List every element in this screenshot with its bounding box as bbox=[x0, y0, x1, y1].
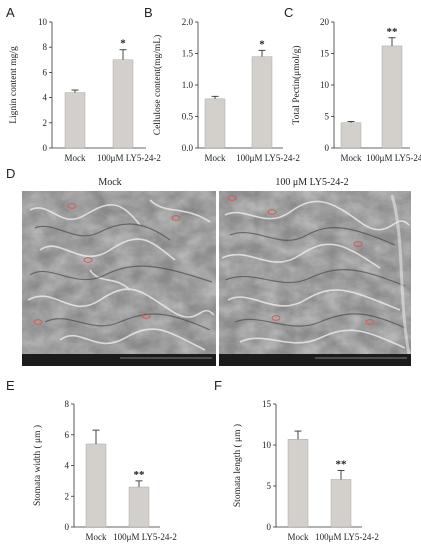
category-label: 100μM LY5-24-2 bbox=[113, 532, 177, 542]
bar-0 bbox=[287, 439, 309, 528]
y-axis-label: Cellulose content(mg/mL) bbox=[152, 35, 163, 136]
panel-letter-E: E bbox=[6, 378, 15, 393]
y-tick-label: 10 bbox=[320, 80, 330, 90]
panel-letter-A: A bbox=[6, 5, 15, 20]
category-label: 100μM LY5-24-2 bbox=[366, 153, 421, 163]
stoma-marker bbox=[33, 319, 43, 325]
bar-1 bbox=[251, 56, 273, 149]
y-tick-label: 6 bbox=[43, 67, 48, 77]
chart-A: A 0 2 4 6 8 10 Lignin content mg/g Mock * 100μM LY… bbox=[6, 5, 161, 163]
category-label: Mock bbox=[341, 153, 362, 163]
y-tick-label: 0 bbox=[267, 522, 272, 532]
bar-0 bbox=[340, 122, 362, 149]
significance-mark: ** bbox=[387, 26, 399, 38]
stoma-marker bbox=[141, 313, 151, 319]
y-tick-label: 10 bbox=[262, 440, 272, 450]
stoma-marker bbox=[171, 215, 181, 221]
significance-mark: ** bbox=[134, 469, 146, 481]
panel-letter-B: B bbox=[144, 5, 153, 20]
category-label: 100μM LY5-24-2 bbox=[97, 153, 161, 163]
y-tick-label: 15 bbox=[320, 49, 330, 59]
bar-0 bbox=[64, 92, 86, 149]
bar-1 bbox=[381, 45, 403, 149]
panel-letter-C: C bbox=[284, 5, 293, 20]
micrograph-left-title: Mock bbox=[98, 177, 121, 188]
y-tick-label: 2 bbox=[65, 491, 70, 501]
stoma-marker bbox=[227, 195, 237, 201]
y-tick-label: 15 bbox=[262, 399, 272, 409]
y-tick-label: 4 bbox=[43, 93, 48, 103]
chart-E: E 0 2 4 6 8 Stomata width ( μm ) Mock ** 100μM LY… bbox=[6, 378, 177, 542]
y-tick-label: 0.5 bbox=[182, 112, 194, 122]
stoma-marker bbox=[271, 315, 281, 321]
bar-0 bbox=[85, 443, 107, 528]
stoma-marker bbox=[267, 209, 277, 215]
y-tick-label: 0 bbox=[43, 143, 48, 153]
stoma-marker bbox=[67, 203, 77, 209]
sem-image-mock bbox=[22, 191, 216, 366]
bar-1 bbox=[128, 486, 150, 528]
category-label: 100μM LY5-24-2 bbox=[236, 153, 300, 163]
y-axis-label: Total Pectin(μmol/g) bbox=[291, 45, 302, 124]
y-tick-label: 8 bbox=[43, 42, 48, 52]
y-tick-label: 2 bbox=[43, 118, 48, 128]
chart-C: C 0 5 10 15 20 Total Pectin(μmol/g) Mock ** 100μM… bbox=[284, 5, 421, 163]
y-tick-label: 10 bbox=[38, 17, 48, 27]
category-label: Mock bbox=[205, 153, 226, 163]
category-label: 100μM LY5-24-2 bbox=[315, 532, 379, 542]
category-label: Mock bbox=[86, 532, 107, 542]
y-tick-label: 0 bbox=[65, 522, 70, 532]
category-label: Mock bbox=[65, 153, 86, 163]
significance-mark: * bbox=[259, 38, 265, 50]
bar-0 bbox=[204, 98, 226, 149]
chart-F: F 0 5 10 15 Stomata length ( μm ) Mock ** 100μM … bbox=[214, 378, 379, 542]
y-tick-label: 4 bbox=[65, 461, 70, 471]
significance-mark: * bbox=[120, 38, 126, 50]
bar-1 bbox=[330, 479, 352, 528]
panel-letter-F: F bbox=[214, 378, 222, 393]
stoma-marker bbox=[365, 319, 375, 325]
y-tick-label: 20 bbox=[320, 17, 330, 27]
y-tick-label: 5 bbox=[325, 112, 330, 122]
bar-1 bbox=[112, 59, 134, 149]
sem-image-treated bbox=[219, 191, 412, 366]
micrograph-right-title: 100 μM LY5-24-2 bbox=[275, 177, 348, 188]
y-axis-label: Lignin content mg/g bbox=[9, 46, 19, 124]
stoma-marker bbox=[353, 241, 363, 247]
chart-panels: A 0 2 4 6 8 10 Lignin content mg/g Mock * 100μM LY… bbox=[6, 5, 421, 542]
y-tick-label: 1.0 bbox=[182, 80, 194, 90]
panel-letter-D: D bbox=[6, 166, 15, 181]
y-tick-label: 2.0 bbox=[182, 17, 194, 27]
stomata-markers bbox=[33, 195, 375, 325]
y-tick-label: 1.5 bbox=[182, 49, 194, 59]
stoma-marker bbox=[83, 257, 93, 263]
y-tick-label: 0 bbox=[325, 143, 330, 153]
chart-B: B 0.0 0.5 1.0 1.5 2.0 Cellulose content(mg/mL)… bbox=[144, 5, 300, 163]
y-axis-label: Stomata width ( μm ) bbox=[32, 425, 43, 506]
micrograph-panel: D Mock 100 μM LY5-24-2 bbox=[6, 166, 412, 366]
significance-mark: ** bbox=[336, 458, 348, 470]
y-axis-label: Stomata length ( μm ) bbox=[232, 424, 243, 507]
category-label: Mock bbox=[288, 532, 309, 542]
y-tick-label: 6 bbox=[65, 430, 70, 440]
y-tick-label: 5 bbox=[267, 481, 272, 491]
y-tick-label: 8 bbox=[65, 399, 70, 409]
y-tick-label: 0.0 bbox=[182, 143, 194, 153]
